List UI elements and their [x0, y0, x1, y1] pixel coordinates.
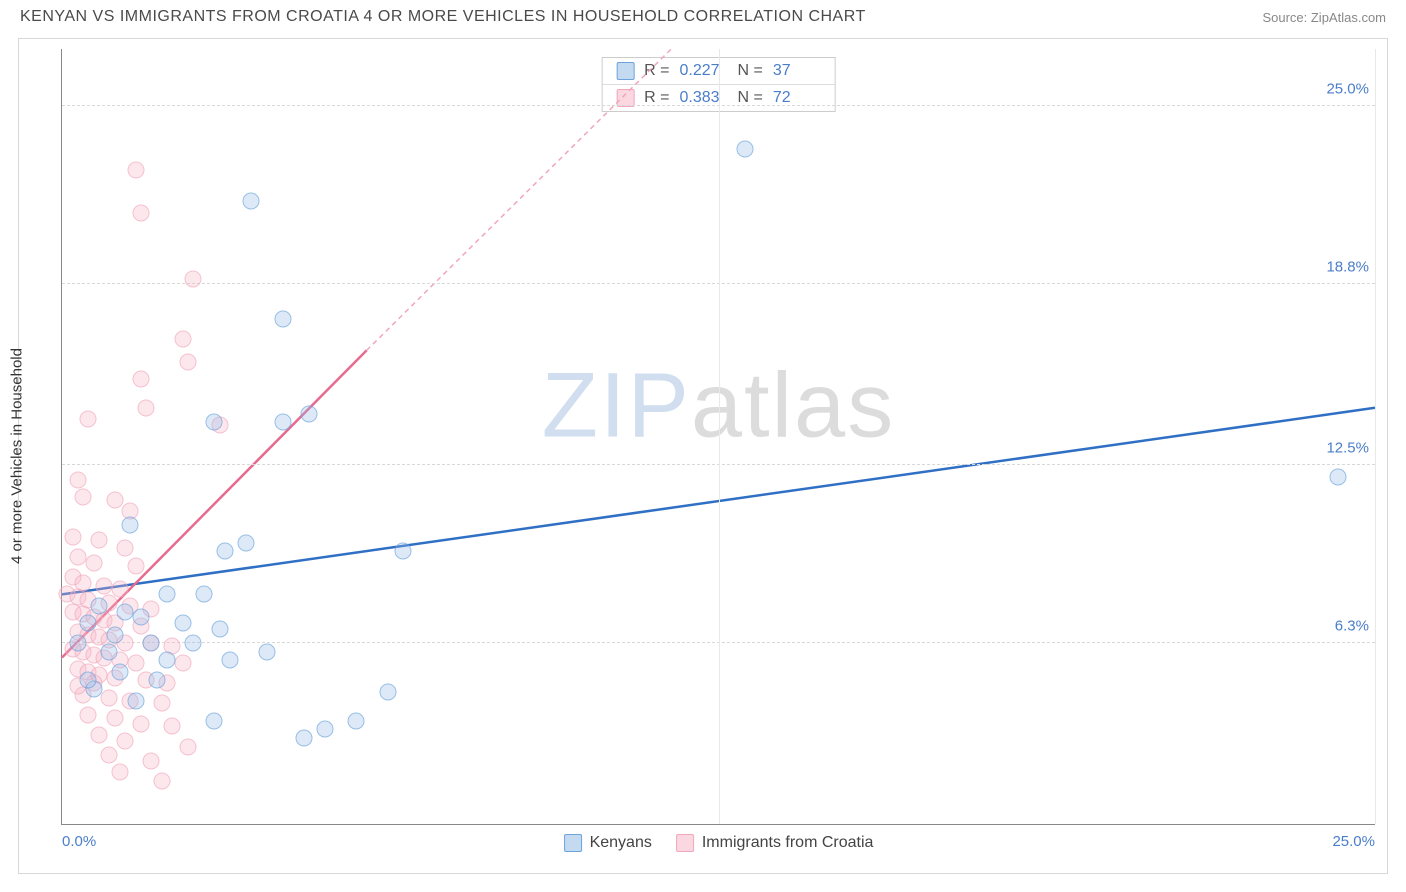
data-point	[174, 330, 191, 347]
data-point	[101, 689, 118, 706]
plot-area: ZIPatlas R = 0.227 N = 37 R = 0.383 N = …	[61, 49, 1375, 825]
data-point	[132, 371, 149, 388]
data-point	[395, 543, 412, 560]
data-point	[85, 554, 102, 571]
data-point	[211, 620, 228, 637]
data-point	[127, 557, 144, 574]
data-point	[111, 764, 128, 781]
source-label: Source: ZipAtlas.com	[1262, 10, 1386, 25]
data-point	[216, 543, 233, 560]
swatch-pink-icon	[676, 834, 694, 852]
chart-title: KENYAN VS IMMIGRANTS FROM CROATIA 4 OR M…	[20, 8, 866, 26]
data-point	[180, 353, 197, 370]
chart-container: 4 or more Vehicles in Household ZIPatlas…	[18, 38, 1388, 874]
data-point	[111, 580, 128, 597]
data-point	[117, 603, 134, 620]
data-point	[153, 695, 170, 712]
data-point	[243, 193, 260, 210]
data-point	[80, 411, 97, 428]
data-point	[138, 399, 155, 416]
data-point	[127, 655, 144, 672]
data-point	[80, 672, 97, 689]
data-point	[274, 414, 291, 431]
data-point	[316, 721, 333, 738]
data-point	[180, 738, 197, 755]
ytick-label: 25.0%	[1326, 81, 1369, 98]
ytick-label: 18.8%	[1326, 259, 1369, 276]
data-point	[153, 772, 170, 789]
data-point	[96, 577, 113, 594]
data-point	[206, 712, 223, 729]
data-point	[195, 586, 212, 603]
data-point	[106, 491, 123, 508]
data-point	[164, 718, 181, 735]
data-point	[274, 310, 291, 327]
data-point	[101, 643, 118, 660]
data-point	[206, 414, 223, 431]
legend-label-kenyans: Kenyans	[590, 834, 652, 852]
data-point	[300, 405, 317, 422]
y-axis-label: 4 or more Vehicles in Household	[9, 348, 26, 564]
data-point	[185, 270, 202, 287]
data-point	[222, 652, 239, 669]
data-point	[127, 692, 144, 709]
data-point	[379, 683, 396, 700]
data-point	[127, 161, 144, 178]
legend-item-kenyans: Kenyans	[564, 834, 652, 852]
data-point	[295, 729, 312, 746]
data-point	[90, 531, 107, 548]
gridline-v	[1375, 49, 1376, 824]
data-point	[117, 540, 134, 557]
data-point	[258, 643, 275, 660]
data-point	[348, 712, 365, 729]
bottom-legend: Kenyans Immigrants from Croatia	[564, 834, 874, 852]
data-point	[143, 635, 160, 652]
legend-label-croatia: Immigrants from Croatia	[702, 834, 874, 852]
data-point	[69, 471, 86, 488]
data-point	[101, 747, 118, 764]
ytick-label: 12.5%	[1326, 440, 1369, 457]
data-point	[90, 727, 107, 744]
data-point	[69, 635, 86, 652]
data-point	[64, 528, 81, 545]
data-point	[106, 709, 123, 726]
data-point	[736, 141, 753, 158]
data-point	[90, 597, 107, 614]
data-point	[185, 635, 202, 652]
data-point	[80, 706, 97, 723]
data-point	[111, 663, 128, 680]
ytick-label: 6.3%	[1335, 618, 1369, 635]
data-point	[132, 715, 149, 732]
data-point	[75, 488, 92, 505]
data-point	[132, 204, 149, 221]
xtick-label: 0.0%	[62, 833, 96, 850]
data-point	[148, 672, 165, 689]
swatch-blue-icon	[564, 834, 582, 852]
data-point	[106, 626, 123, 643]
xtick-label: 25.0%	[1332, 833, 1375, 850]
data-point	[1330, 468, 1347, 485]
data-point	[117, 732, 134, 749]
data-point	[132, 609, 149, 626]
data-point	[159, 586, 176, 603]
data-point	[143, 752, 160, 769]
data-point	[174, 615, 191, 632]
data-point	[159, 652, 176, 669]
data-point	[80, 615, 97, 632]
gridline-v	[719, 49, 720, 824]
legend-item-croatia: Immigrants from Croatia	[676, 834, 874, 852]
data-point	[174, 655, 191, 672]
data-point	[237, 534, 254, 551]
data-point	[122, 517, 139, 534]
data-point	[69, 549, 86, 566]
